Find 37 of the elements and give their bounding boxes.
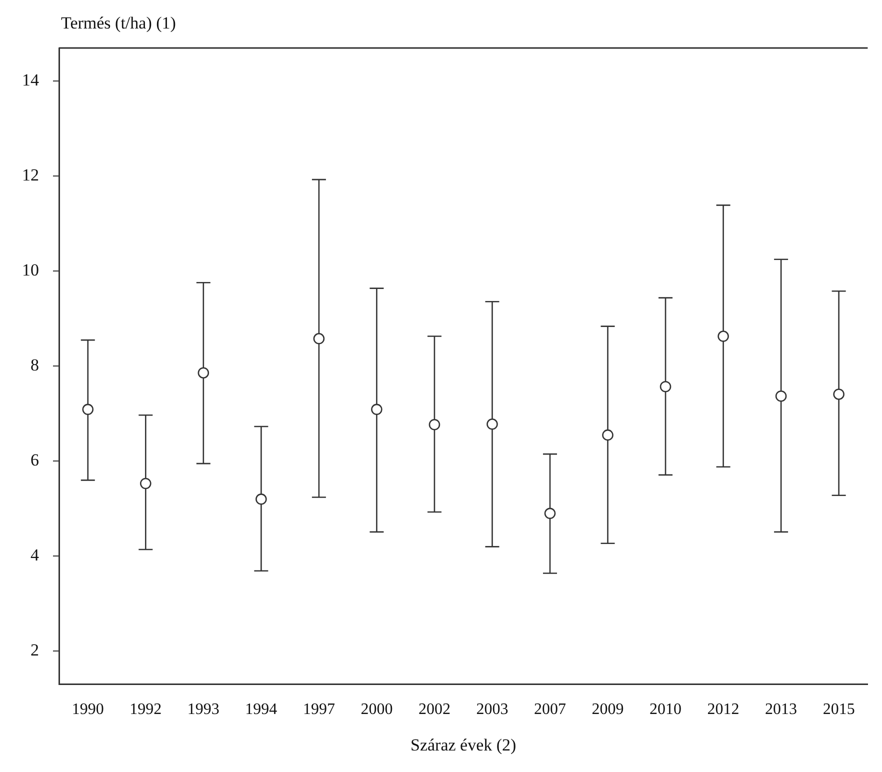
x-axis-title: Száraz évek (2) (410, 735, 516, 754)
point (602, 429, 614, 441)
y-tick-label: 4 (30, 546, 40, 565)
y-tick-label: 6 (30, 450, 39, 470)
x-tick-label: 2012 (707, 701, 740, 718)
point (660, 380, 672, 392)
point (371, 404, 382, 416)
y-tick-label: 8 (30, 356, 39, 375)
x-tick-label: 2003 (476, 701, 508, 718)
x-tick-label: 1990 (72, 701, 104, 718)
x-tick-label: 2007 (534, 701, 566, 718)
point (486, 418, 498, 430)
x-tick-label: 1993 (187, 701, 220, 718)
y-tick-label: 10 (22, 260, 39, 280)
x-tick-label: 2000 (360, 701, 393, 718)
x-tick-label: 2013 (765, 701, 798, 718)
x-tick-label: 2010 (650, 701, 682, 718)
point (198, 367, 210, 378)
point (428, 418, 440, 430)
x-tick-label: 1994 (245, 701, 278, 718)
point (313, 333, 325, 344)
x-tick-label: 2002 (418, 701, 450, 718)
point (256, 494, 267, 505)
x-tick-label: 2015 (822, 701, 855, 718)
point (544, 508, 556, 520)
point (775, 390, 787, 402)
x-tick-label: 2009 (592, 701, 624, 718)
point (718, 330, 729, 342)
point (82, 404, 94, 416)
x-tick-label: 1992 (130, 701, 162, 718)
point (833, 388, 844, 400)
y-axis-title: Termés (t/ha) (1) (61, 13, 176, 32)
x-tick-label: 1997 (302, 701, 335, 718)
point (140, 478, 152, 490)
y-tick-label: 2 (30, 640, 39, 660)
y-tick-label: 12 (22, 166, 39, 185)
y-tick-label: 14 (22, 70, 40, 90)
